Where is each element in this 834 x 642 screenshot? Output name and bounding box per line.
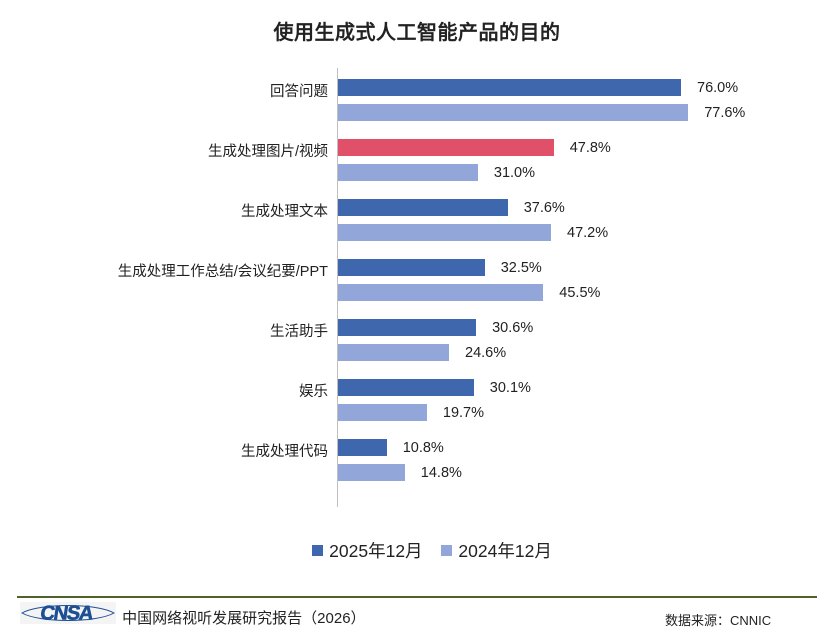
svg-text:CNSA: CNSA <box>39 603 95 624</box>
